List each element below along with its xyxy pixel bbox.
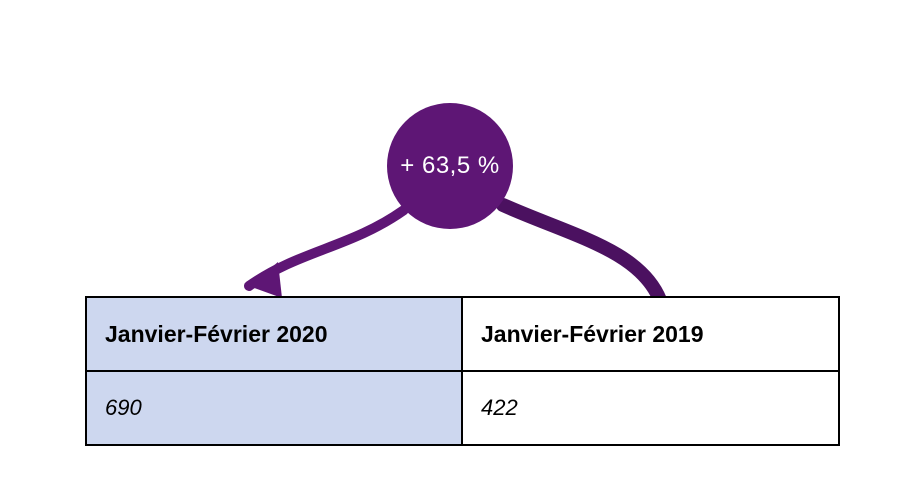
col-2020-header-text: Janvier-Février 2020 — [105, 321, 328, 347]
col-2019-value: 422 — [481, 395, 518, 420]
table-header-row: Janvier-Février 2020 Janvier-Février 201… — [86, 297, 839, 371]
col-2019-header-text: Janvier-Février 2019 — [481, 321, 704, 347]
comparison-table: Janvier-Février 2020 Janvier-Février 201… — [85, 296, 840, 446]
table-value-row: 690 422 — [86, 371, 839, 445]
arrow-right — [503, 205, 660, 300]
col-2020-header: Janvier-Février 2020 — [86, 297, 462, 371]
col-2020-value-cell: 690 — [86, 371, 462, 445]
col-2019-value-cell: 422 — [462, 371, 839, 445]
infographic-canvas: + 63,5 % Janvier-Février 2020 Janvier-Fé… — [0, 0, 923, 501]
percentage-badge: + 63,5 % — [387, 103, 513, 229]
arrow-left-head — [249, 262, 282, 298]
col-2019-header: Janvier-Février 2019 — [462, 297, 839, 371]
col-2020-value: 690 — [105, 395, 142, 420]
percentage-text: + 63,5 % — [400, 152, 499, 180]
arrow-left-shaft — [249, 210, 404, 286]
